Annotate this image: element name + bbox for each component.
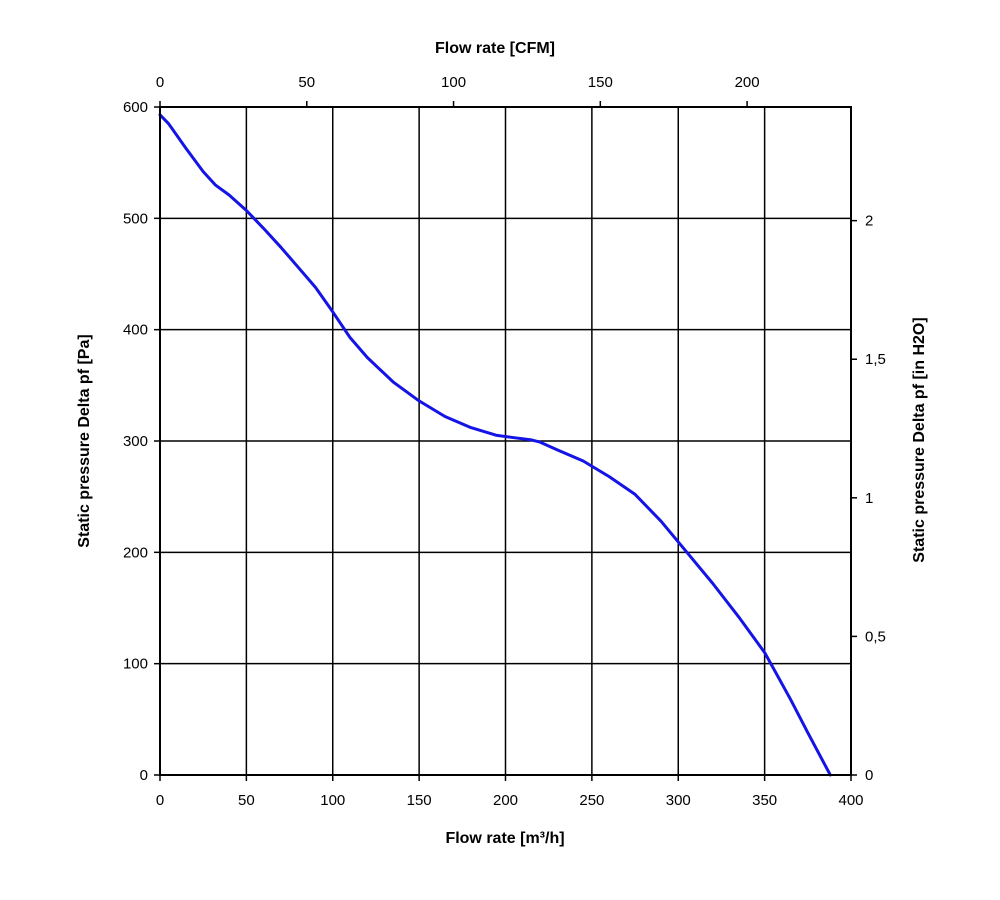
top-tick-label-200: 200 bbox=[735, 74, 760, 91]
left-tick-label-400: 400 bbox=[123, 322, 148, 339]
grid bbox=[160, 107, 851, 775]
plot-frame bbox=[159, 106, 852, 776]
left-tick-label-200: 200 bbox=[123, 544, 148, 561]
top-axis-title: Flow rate [CFM] bbox=[435, 40, 555, 57]
left-tick-label-500: 500 bbox=[123, 210, 148, 227]
top-tick-label-150: 150 bbox=[588, 74, 613, 91]
series bbox=[158, 113, 832, 777]
right-tick-label-0_5: 0,5 bbox=[865, 628, 886, 645]
bottom-tick-label-100: 100 bbox=[320, 792, 345, 809]
bottom-tick-label-200: 200 bbox=[493, 792, 518, 809]
top-tick-label-100: 100 bbox=[441, 74, 466, 91]
bottom-tick-label-50: 50 bbox=[238, 792, 255, 809]
bottom-tick-label-400: 400 bbox=[838, 792, 863, 809]
right-tick-label-1: 1 bbox=[865, 490, 873, 507]
series-line-0 bbox=[158, 113, 832, 777]
right-tick-label-2: 2 bbox=[865, 213, 873, 230]
right-axis-title: Static pressure Delta pf [in H2O] bbox=[911, 317, 928, 562]
bottom-tick-label-150: 150 bbox=[407, 792, 432, 809]
bottom-tick-label-0: 0 bbox=[156, 792, 164, 809]
bottom-axis-title: Flow rate [m³/h] bbox=[445, 830, 564, 847]
top-tick-label-0: 0 bbox=[156, 74, 164, 91]
left-tick-label-100: 100 bbox=[123, 656, 148, 673]
bottom-tick-label-250: 250 bbox=[579, 792, 604, 809]
left-tick-label-0: 0 bbox=[140, 767, 148, 784]
top-tick-label-50: 50 bbox=[298, 74, 315, 91]
right-tick-label-0: 0 bbox=[865, 767, 873, 784]
bottom-tick-label-300: 300 bbox=[666, 792, 691, 809]
left-tick-label-600: 600 bbox=[123, 99, 148, 116]
right-tick-label-1_5: 1,5 bbox=[865, 351, 886, 368]
bottom-tick-label-350: 350 bbox=[752, 792, 777, 809]
left-axis-title: Static pressure Delta pf [Pa] bbox=[76, 334, 93, 547]
left-tick-label-300: 300 bbox=[123, 433, 148, 450]
